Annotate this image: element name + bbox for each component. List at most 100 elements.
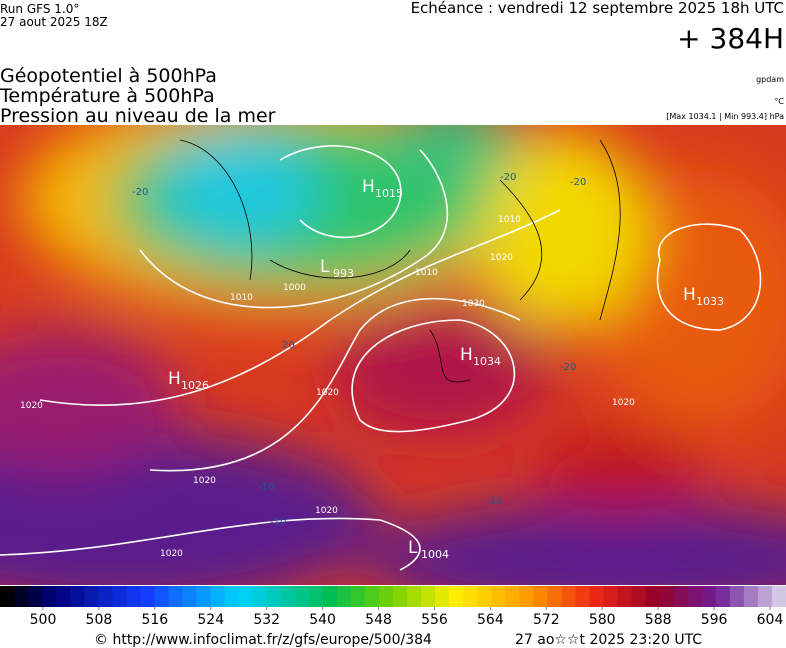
colorbar-swatch: [407, 586, 422, 607]
colorbar-swatch: [336, 586, 352, 607]
center-value: 1015: [375, 187, 403, 200]
colorbar-swatch: [322, 586, 338, 607]
isobar-label: 1010: [498, 215, 521, 225]
colorbar-swatch: [364, 586, 380, 607]
colorbar-swatch: [196, 586, 212, 607]
colorbar-label: 564: [477, 612, 504, 628]
colorbar-swatch: [491, 586, 506, 607]
colorbar-swatch: [477, 586, 492, 607]
temperature-label: -20: [570, 177, 586, 188]
center-value: 1004: [421, 548, 449, 561]
colorbar-swatch: [729, 586, 745, 607]
colorbar-swatch: [294, 586, 310, 607]
colorbar-swatch: [238, 586, 254, 607]
colorbar-swatch: [519, 586, 534, 607]
colorbar-swatch: [154, 586, 169, 607]
colorbar-swatch: [659, 586, 675, 607]
isobar-label: 1020: [20, 401, 43, 411]
colorbar-swatch: [687, 586, 703, 607]
colorbar-swatch: [645, 586, 661, 607]
colorbar-label: 516: [141, 612, 168, 628]
colorbar-swatch: [743, 586, 759, 607]
colorbar-label: 524: [197, 612, 224, 628]
colorbar-swatch: [84, 586, 99, 607]
center-letter: L: [320, 257, 330, 277]
colorbar-swatch: [224, 586, 240, 607]
colorbar-swatch: [533, 586, 548, 607]
colorbar-swatch: [393, 586, 408, 607]
colorbar-swatch: [505, 586, 520, 607]
center-value: 1034: [473, 355, 501, 368]
colorbar-swatch: [673, 586, 689, 607]
temperature-label: -10: [258, 482, 274, 493]
colorbar-label: 548: [365, 612, 392, 628]
colorbar-label: 532: [253, 612, 280, 628]
colorbar-label: 580: [589, 612, 616, 628]
colorbar-swatch: [14, 586, 29, 607]
center-value: 993: [333, 267, 354, 280]
isobar-label: 1030: [462, 299, 485, 309]
colorbar-swatch: [757, 586, 773, 607]
colorbar-swatch: [421, 586, 436, 607]
colorbar-swatch: [715, 586, 731, 607]
colorbar-swatch: [350, 586, 366, 607]
timestamp: 27 ao☆☆t 2025 23:20 UTC: [515, 632, 702, 648]
unit: gpdam: [756, 75, 784, 84]
colorbar-swatch: [112, 586, 127, 607]
colorbar-swatch: [589, 586, 605, 607]
colorbar-swatch: [547, 586, 562, 607]
temperature-label: -10: [270, 517, 286, 528]
colorbar-swatch: [435, 586, 450, 607]
isobar-label: 1020: [315, 506, 338, 516]
colorbar-swatch: [631, 586, 647, 607]
colorbar-swatch: [98, 586, 113, 607]
center-letter: H: [168, 369, 181, 389]
colorbar-swatch: [617, 586, 633, 607]
isobar-label: 1020: [316, 388, 339, 398]
temperature-label: -20: [500, 172, 516, 183]
colorbar-swatch: [28, 586, 43, 607]
isobar-label: 1010: [230, 293, 253, 303]
colorbar-swatch: [140, 586, 155, 607]
temperature-label: 20: [282, 340, 295, 351]
isobar-label: 1020: [490, 253, 513, 263]
center-letter: H: [362, 177, 375, 197]
field: Température à 500hPa: [0, 85, 215, 107]
colorbar-swatch: [56, 586, 71, 607]
colorbar-label: 500: [30, 612, 57, 628]
colorbar-swatch: [280, 586, 296, 607]
colorbar-swatch: [449, 586, 464, 607]
colorbar-swatch: [126, 586, 141, 607]
colorbar-swatch: [603, 586, 619, 607]
colorbar-label: 556: [421, 612, 448, 628]
colorbar-label: 596: [701, 612, 728, 628]
colorbar-swatch: [0, 586, 15, 607]
center-value: 1026: [181, 379, 209, 392]
isobar-label: 1020: [612, 398, 635, 408]
temperature-label: -20: [132, 187, 148, 198]
colorbar-swatch: [266, 586, 282, 607]
colorbar-swatch: [378, 586, 394, 607]
center-letter: H: [683, 285, 696, 305]
isobar-label: 1000: [283, 283, 306, 293]
colorbar-swatch: [463, 586, 478, 607]
run: Run GFS 1.0°: [0, 2, 79, 16]
field: Pression au niveau de la mer: [0, 105, 276, 127]
isobar-label: 1020: [160, 549, 183, 559]
center-value: 1033: [696, 295, 724, 308]
colorbar-label: 588: [645, 612, 672, 628]
unit: [Max 1034.1 | Min 993.4] hPa: [666, 112, 784, 121]
temperature-label: -20: [560, 362, 576, 373]
colorbar-swatch: [70, 586, 85, 607]
run-date: 27 aout 2025 18Z: [0, 15, 108, 29]
colorbar-swatch: [771, 586, 786, 607]
colorbar-swatch: [252, 586, 268, 607]
unit: °C: [774, 97, 784, 106]
colorbar-swatch: [561, 586, 576, 607]
colorbar-swatch: [701, 586, 717, 607]
lead-time: + 384H: [677, 22, 784, 55]
colorbar-swatch: [42, 586, 57, 607]
colorbar-label: 572: [533, 612, 560, 628]
